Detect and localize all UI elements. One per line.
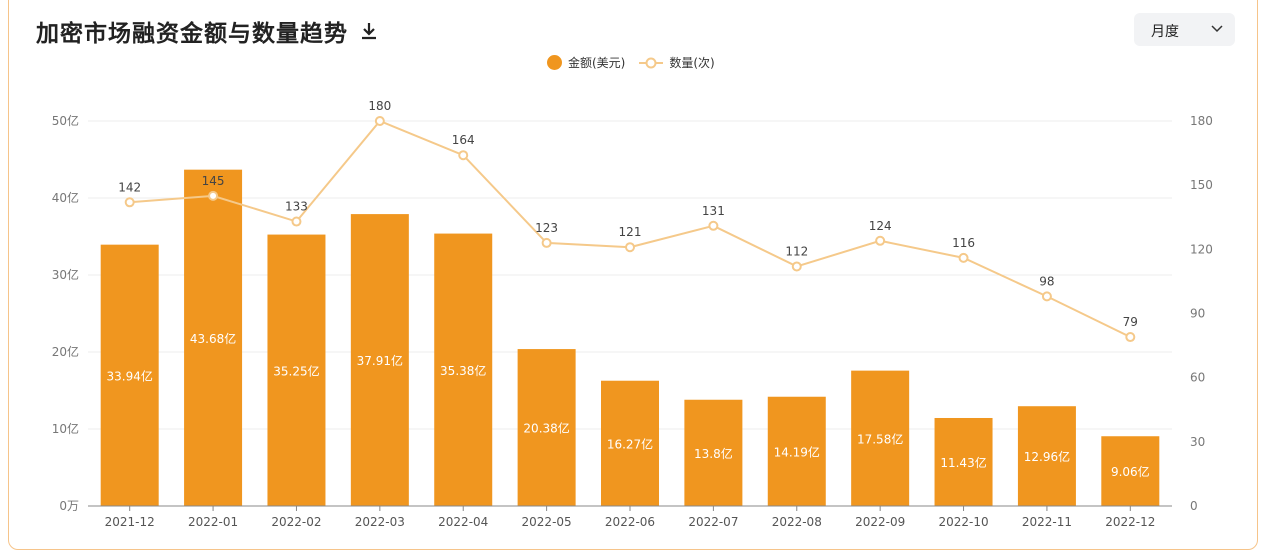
right-axis-tick: 0 [1190,499,1198,513]
count-point [291,216,302,227]
count-label: 123 [535,221,558,235]
legend-bar-label[interactable]: 金额(美元) [568,56,626,70]
x-axis-label: 2022-05 [522,515,572,529]
count-label: 180 [368,99,391,113]
bar [100,244,159,507]
right-axis-tick: 180 [1190,114,1213,128]
bar-label: 13.8亿 [694,446,733,461]
bar-label: 35.38亿 [440,363,486,378]
legend-line-marker[interactable] [639,57,664,69]
right-axis-tick: 150 [1190,178,1213,192]
left-axis-tick: 20亿 [52,344,79,359]
bar [851,370,910,506]
count-label: 133 [285,200,308,214]
left-axis-tick: 30亿 [52,267,79,282]
right-axis-tick: 60 [1190,371,1205,385]
bar-label: 14.19亿 [774,444,820,459]
legend: 金额(美元) 数量(次) [547,54,715,71]
x-axis-label: 2022-01 [188,515,238,529]
x-axis-label: 2022-03 [355,515,405,529]
legend-bar-marker[interactable] [547,55,562,70]
x-axis-label: 2022-07 [688,515,738,529]
bar-label: 11.43亿 [940,455,986,470]
page-title: 加密市场融资金额与数量趋势 [36,21,348,47]
period-select-value: 月度 [1151,24,1179,40]
left-axis-tick: 40亿 [52,190,79,205]
right-axis-tick: 90 [1190,307,1205,321]
bar-label: 33.94亿 [107,368,153,383]
count-label: 121 [619,225,642,239]
bar-label: 9.06亿 [1111,464,1150,479]
bar-label: 16.27亿 [607,436,653,451]
bar [184,169,243,506]
count-label: 131 [702,204,725,218]
left-axis-tick: 0万 [59,499,79,513]
bar [767,396,826,506]
chevron-down-icon [1211,25,1223,33]
left-axis-tick: 50亿 [52,113,79,128]
bar [434,233,493,506]
count-label: 145 [202,174,225,188]
bar-label: 17.58亿 [857,431,903,446]
count-label: 124 [869,219,892,233]
x-axis-label: 2022-12 [1105,515,1155,529]
count-point [541,237,552,248]
x-axis-label: 2022-02 [271,515,321,529]
count-point [958,252,969,263]
legend-line-label[interactable]: 数量(次) [669,56,715,70]
bar [934,417,993,506]
x-axis-label: 2022-08 [772,515,822,529]
count-label: 116 [952,236,975,250]
chart-svg: 0万 10亿 20亿 30亿 40亿 50亿 0 30 60 90 120 150 180 33.94亿 2… [52,99,1213,529]
bar [684,399,743,506]
bar-label: 35.25亿 [273,363,319,378]
count-point [625,242,635,253]
header: 加密市场融资金额与数量趋势 [36,14,380,48]
bar [1101,436,1160,506]
bar-label: 37.91亿 [357,353,403,368]
x-axis-label: 2022-09 [855,515,905,529]
period-select[interactable]: 月度 [1134,13,1235,46]
x-axis-label: 2022-06 [605,515,655,529]
bar-label: 12.96亿 [1024,449,1070,464]
x-axis-label: 2022-10 [938,515,988,529]
bar [350,214,409,506]
bar [267,234,326,506]
x-axis-label: 2022-04 [438,515,488,529]
count-label: 164 [452,133,475,147]
x-axis-label: 2022-11 [1022,515,1072,529]
bar [517,349,576,506]
right-axis-tick: 120 [1190,242,1213,256]
count-point [1125,332,1136,343]
left-axis-tick: 10亿 [52,421,79,436]
bar-label: 43.68亿 [190,331,236,346]
count-label: 112 [785,244,808,258]
count-point [458,150,469,161]
right-axis-tick: 30 [1190,435,1205,449]
count-point [708,220,719,231]
bar [1017,406,1076,506]
count-label: 142 [118,180,141,194]
bar [601,380,659,506]
count-point [208,190,219,201]
x-axis-label: 2021-12 [105,515,155,529]
download-icon[interactable] [358,20,380,42]
count-point [791,261,802,272]
count-label: 98 [1039,274,1054,288]
count-point [124,197,135,208]
bar-label: 20.38亿 [523,421,569,436]
count-point [374,116,385,126]
count-point [1041,291,1052,302]
count-point [875,235,886,246]
count-label: 79 [1123,315,1138,329]
